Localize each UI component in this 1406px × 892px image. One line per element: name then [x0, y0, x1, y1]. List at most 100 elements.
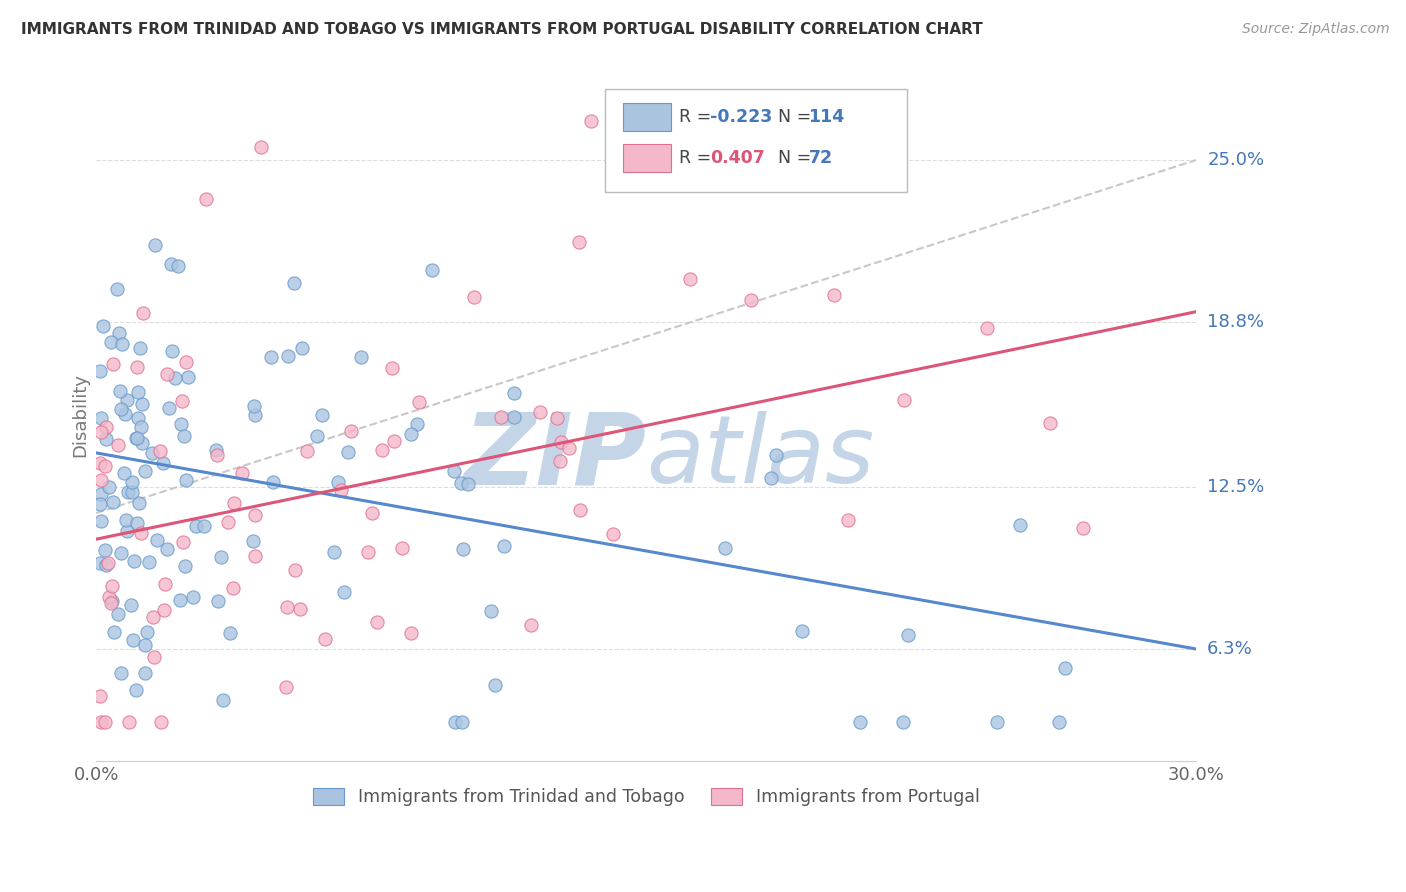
Point: [243, 399, 266, 413]
Point: [150, 715, 173, 730]
Point: [274, 680, 297, 694]
Point: [314, 632, 336, 646]
Point: [479, 604, 502, 618]
Point: [602, 527, 624, 541]
Point: [105, 282, 128, 296]
Point: [484, 678, 506, 692]
Point: [145, 237, 167, 252]
Point: [125, 359, 148, 374]
Point: [262, 475, 284, 489]
Point: [250, 140, 273, 154]
Point: [145, 533, 167, 547]
Text: 25.0%: 25.0%: [1208, 151, 1264, 169]
Point: [174, 473, 197, 487]
Point: [222, 581, 245, 595]
Text: R =: R =: [679, 108, 717, 126]
Point: [107, 607, 129, 621]
Point: [849, 715, 872, 730]
Text: N =: N =: [778, 108, 817, 126]
Text: 18.8%: 18.8%: [1208, 313, 1264, 331]
Point: [976, 320, 998, 334]
Point: [181, 590, 204, 604]
Point: [399, 427, 422, 442]
Point: [330, 483, 353, 497]
Point: [284, 563, 307, 577]
Point: [311, 408, 333, 422]
Point: [107, 438, 129, 452]
Point: [115, 512, 138, 526]
Point: [172, 534, 194, 549]
Point: [451, 541, 474, 556]
Point: [129, 420, 152, 434]
Y-axis label: Disability: Disability: [72, 373, 89, 457]
Point: [277, 349, 299, 363]
Point: [157, 401, 180, 416]
Point: [371, 442, 394, 457]
Point: [160, 344, 183, 359]
Point: [243, 549, 266, 563]
Text: -0.223: -0.223: [710, 108, 772, 126]
Point: [207, 593, 229, 607]
Point: [112, 467, 135, 481]
Point: [156, 367, 179, 381]
Point: [121, 475, 143, 489]
Point: [891, 715, 914, 730]
Point: [217, 516, 239, 530]
Point: [172, 393, 194, 408]
Point: [242, 534, 264, 549]
Point: [100, 335, 122, 350]
Point: [90, 425, 112, 439]
Point: [557, 441, 579, 455]
Point: [156, 542, 179, 557]
Point: [152, 456, 174, 470]
Point: [127, 410, 149, 425]
Point: [131, 397, 153, 411]
Point: [205, 449, 228, 463]
Point: [177, 370, 200, 384]
Point: [98, 480, 121, 494]
Point: [90, 514, 112, 528]
Point: [1071, 521, 1094, 535]
Point: [89, 556, 111, 570]
Point: [1053, 661, 1076, 675]
Point: [134, 665, 156, 680]
Point: [110, 546, 132, 560]
Point: [823, 288, 845, 302]
Point: [153, 603, 176, 617]
Point: [489, 409, 512, 424]
Point: [307, 429, 329, 443]
Point: [143, 649, 166, 664]
Point: [155, 577, 177, 591]
Point: [295, 444, 318, 458]
Point: [132, 306, 155, 320]
Point: [276, 599, 298, 614]
Point: [97, 556, 120, 570]
Point: [94, 543, 117, 558]
Point: [90, 473, 112, 487]
Point: [122, 554, 145, 568]
Point: [463, 290, 485, 304]
Point: [322, 544, 344, 558]
Text: ZIP: ZIP: [463, 408, 647, 505]
Point: [117, 715, 139, 730]
Point: [169, 592, 191, 607]
Point: [117, 485, 139, 500]
Point: [125, 432, 148, 446]
Point: [131, 435, 153, 450]
Point: [337, 444, 360, 458]
Point: [107, 326, 129, 340]
Point: [569, 503, 592, 517]
Point: [174, 355, 197, 369]
Point: [108, 384, 131, 398]
Point: [127, 384, 149, 399]
Point: [740, 293, 762, 307]
Point: [89, 690, 111, 704]
Point: [138, 555, 160, 569]
Point: [443, 464, 465, 478]
Point: [1010, 517, 1032, 532]
Point: [361, 506, 384, 520]
Point: [127, 431, 149, 445]
Point: [101, 594, 124, 608]
Point: [550, 435, 572, 450]
Point: [89, 364, 111, 378]
